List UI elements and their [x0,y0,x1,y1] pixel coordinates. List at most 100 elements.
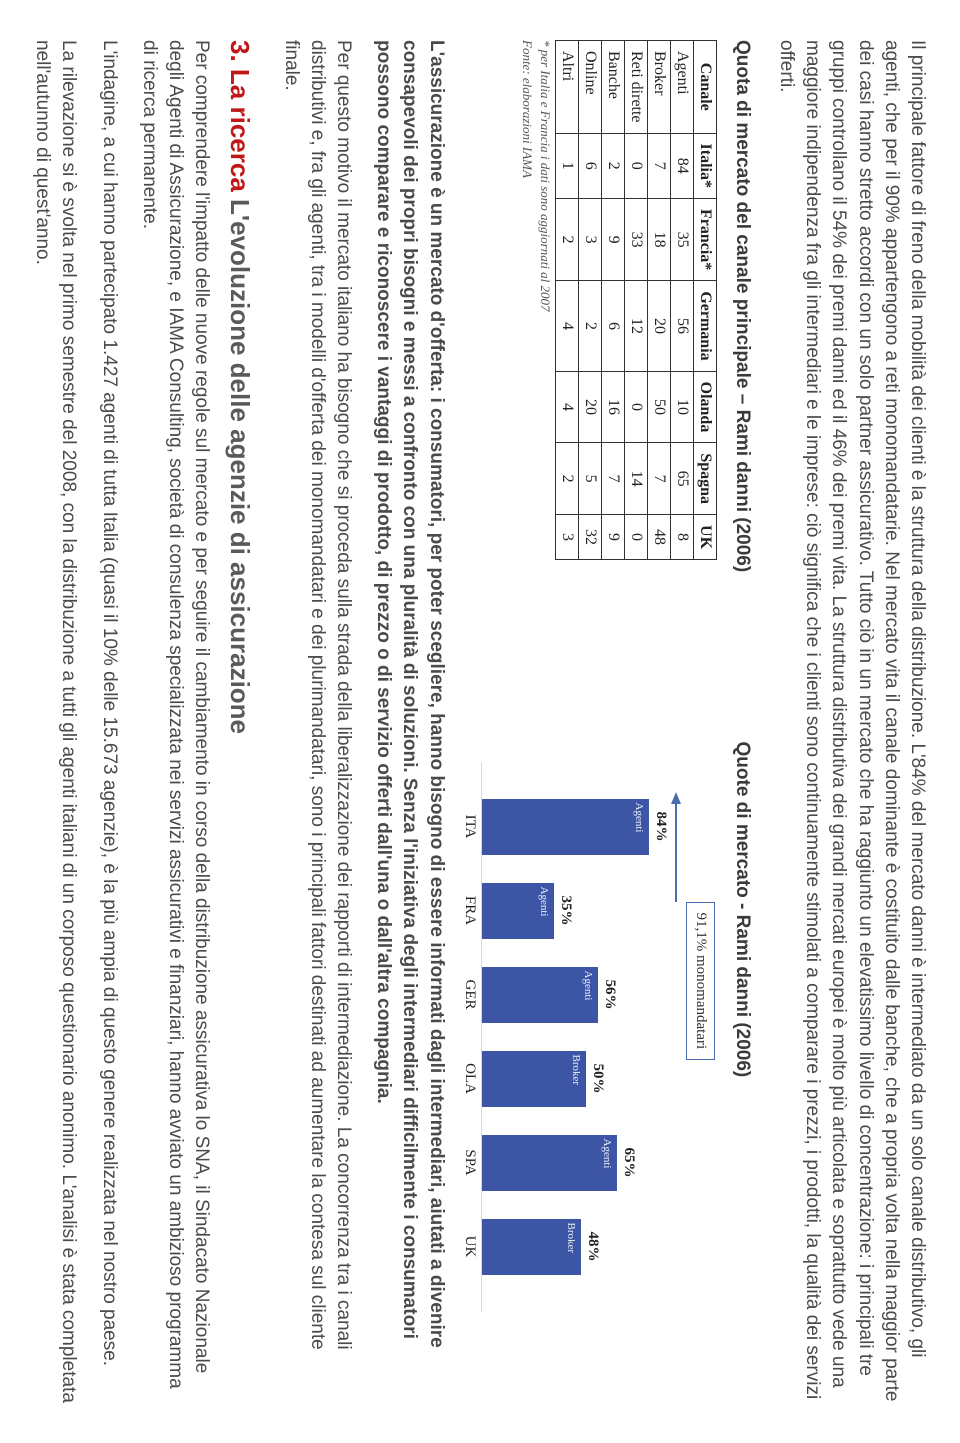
bar: Agenti [482,967,598,1023]
table-cell: 33 [624,198,647,280]
table-row: Reti dirette033120140 [624,41,647,560]
table-footnote-2: Fonte: elaborazioni IAMA [520,40,534,702]
bar-value-label: 35% [557,896,574,926]
table-cell: 8 [670,515,693,560]
table-cell: 4 [555,371,578,443]
bar-group: 50%BrokerOLA [482,1051,669,1107]
col-header: Canale [693,41,716,134]
col-header: Spagna [693,443,716,515]
bar-value-label: 84% [652,812,669,842]
bar: Broker [482,1219,582,1275]
bar: Broker [482,1051,586,1107]
bar-x-label: FRA [461,883,482,939]
table-cell: 16 [601,371,624,443]
table-cell: 35 [670,198,693,280]
table-cell: 7 [647,133,670,198]
table-row: Agenti84355610658 [670,41,693,560]
table-cell: 56 [670,281,693,371]
bar-group: 65%AgentiSPA [482,1135,669,1191]
table-cell: 0 [624,133,647,198]
table-cell: Online [578,41,601,134]
table-cell: 3 [578,198,601,280]
table-cell: 32 [578,515,601,560]
table-cell: 7 [647,443,670,515]
table-row: Broker7182050748 [647,41,670,560]
table-cell: 6 [578,133,601,198]
table-cell: 10 [670,371,693,443]
table-cell: 3 [555,515,578,560]
document-page: Il principale fattore di freno della mob… [0,0,960,1443]
table-header-row: Canale Italia* Francia* Germania Olanda … [693,41,716,560]
table-cell: Altri [555,41,578,134]
bar-inner-label: Agenti [582,971,594,1001]
table-cell: 2 [555,198,578,280]
col-header: Francia* [693,198,716,280]
bar-group: 48%BrokerUK [482,1219,669,1275]
chart-title: Quote di mercato - Rami danni (2006) [731,742,753,1404]
bar-inner-label: Agenti [538,887,550,917]
table-cell: Reti dirette [624,41,647,134]
section-heading: 3. La ricerca L'evoluzione delle agenzie… [224,40,255,1403]
table-cell: 6 [601,281,624,371]
bar-group: 84%AgentiITA [482,799,669,855]
table-cell: 20 [578,371,601,443]
table-cell: 0 [624,371,647,443]
table-cell: 1 [555,133,578,198]
table-cell: 0 [624,515,647,560]
table-cell: 20 [647,281,670,371]
body-paragraph: Per questo motivo il mercato italiano ha… [277,40,356,1403]
bar-value-label: 50% [589,1064,606,1094]
table-cell: 18 [647,198,670,280]
table-cell: 48 [647,515,670,560]
bold-paragraph: L'assicurazione è un mercato d'offerta: … [370,40,449,1403]
bar-inner-label: Agenti [633,803,645,833]
body-paragraph: Per comprendere l'impatto delle nuove re… [136,40,215,1403]
chart-callout: 91,1% monomandatari [686,902,715,1061]
bar-value-label: 56% [601,980,618,1010]
col-header: Italia* [693,133,716,198]
bar-chart: 91,1% monomandatari 84% Agenti ITA 35% Agent… [457,742,717,1322]
market-share-table: Canale Italia* Francia* Germania Olanda … [555,40,717,560]
bar-group: 35%AgentiFRA [482,883,669,939]
table-cell: 9 [601,515,624,560]
col-header: UK [693,515,716,560]
table-row: Banche2961679 [601,41,624,560]
table-cell: 12 [624,281,647,371]
table-cell: 65 [670,443,693,515]
bar-value-label: 48% [584,1232,601,1262]
table-cell: Banche [601,41,624,134]
bar-inner-label: Agenti [601,1139,613,1169]
table-body: Agenti84355610658Broker7182050748Reti di… [555,41,693,560]
body-paragraph: La rilevazione si è svolta nel primo sem… [29,40,81,1403]
bar-x-label: ITA [461,799,482,855]
body-paragraph: L'indagine, a cui hanno partecipato 1.42… [96,40,122,1403]
col-header: Germania [693,281,716,371]
table-cell: 7 [601,443,624,515]
table-cell: 84 [670,133,693,198]
bar-group: 56%AgentiGER [482,967,669,1023]
bar-inner-label: Broker [565,1223,577,1254]
bar: Agenti [482,799,649,855]
arrow-icon [669,792,683,902]
table-row: Altri124423 [555,41,578,560]
figures-row: Quota di mercato del canale principale –… [457,40,759,1403]
section-number: 3. La ricerca [225,40,255,192]
bar-x-label: OLA [461,1051,482,1107]
table-cell: 2 [555,443,578,515]
table-title: Quota di mercato del canale principale –… [731,40,753,702]
bar: Agenti [482,1135,617,1191]
table-cell: Broker [647,41,670,134]
bar: Agenti [482,883,555,939]
table-cell: 14 [624,443,647,515]
table-cell: 5 [578,443,601,515]
table-cell: 4 [555,281,578,371]
intro-paragraph: Il principale fattore di freno della mob… [773,40,930,1403]
table-cell: 50 [647,371,670,443]
table-cell: 2 [578,281,601,371]
bar-x-label: SPA [461,1135,482,1191]
bar-value-label: 65% [620,1148,637,1178]
col-header: Olanda [693,371,716,443]
table-cell: Agenti [670,41,693,134]
bar-x-label: UK [461,1219,482,1275]
section-title: L'evoluzione delle agenzie di assicurazi… [225,199,255,734]
